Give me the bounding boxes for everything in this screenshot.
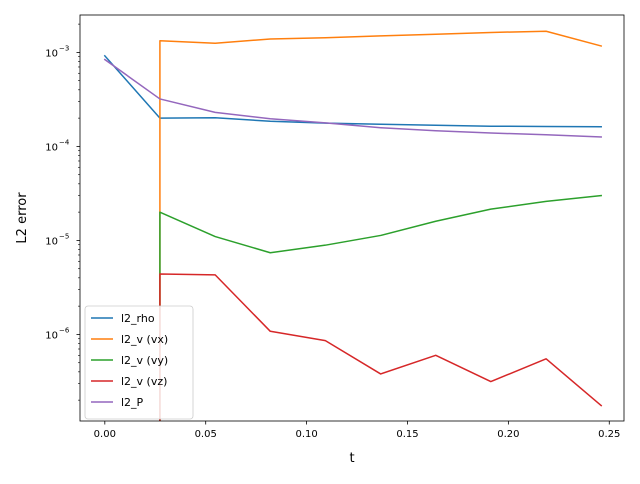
- x-tick-label: 0.00: [94, 429, 116, 440]
- y-tick-exponent: −5: [59, 232, 69, 240]
- series-layer: [103, 30, 603, 421]
- y-tick-label: 10: [45, 330, 58, 341]
- y-tick-base: 10: [45, 142, 58, 153]
- y-tick-base: 10: [45, 330, 58, 341]
- y-tick-exponent: −4: [59, 138, 70, 146]
- y-tick-base: 10: [45, 48, 58, 59]
- y-tick-base: 10: [45, 236, 58, 247]
- legend-label: l2_v (vx): [121, 333, 168, 346]
- series-line-2: [159, 194, 603, 421]
- legend-label: l2_rho: [121, 312, 155, 325]
- y-tick-exponent: −6: [59, 326, 70, 334]
- y-tick-label: 10: [45, 142, 58, 153]
- x-tick-label: 0.15: [396, 429, 418, 440]
- series-line-1: [159, 30, 603, 421]
- y-tick-label: 10: [45, 236, 58, 247]
- series-line-4: [103, 58, 602, 138]
- legend-label: l2_v (vy): [121, 354, 168, 367]
- x-tick-label: 0.10: [295, 429, 317, 440]
- x-tick-label: 0.05: [195, 429, 217, 440]
- legend-box: [84, 305, 194, 420]
- y-tick-exponent: −3: [59, 44, 69, 52]
- x-tick-label: 0.20: [497, 429, 519, 440]
- series-line-0: [103, 54, 602, 128]
- legend-label: l2_P: [121, 396, 144, 409]
- x-tick-label: 0.25: [598, 429, 620, 440]
- series-line-3: [159, 273, 603, 421]
- legend: l2_rho l2_v (vx) l2_v (vy) l2_v (vz) l2_P: [84, 305, 194, 420]
- plot-frame: [79, 14, 625, 422]
- legend-label: l2_v (vz): [121, 375, 167, 388]
- y-tick-label: 10: [45, 48, 58, 59]
- x-axis-label: t: [349, 451, 354, 466]
- y-axis-label: L2 error: [15, 192, 30, 244]
